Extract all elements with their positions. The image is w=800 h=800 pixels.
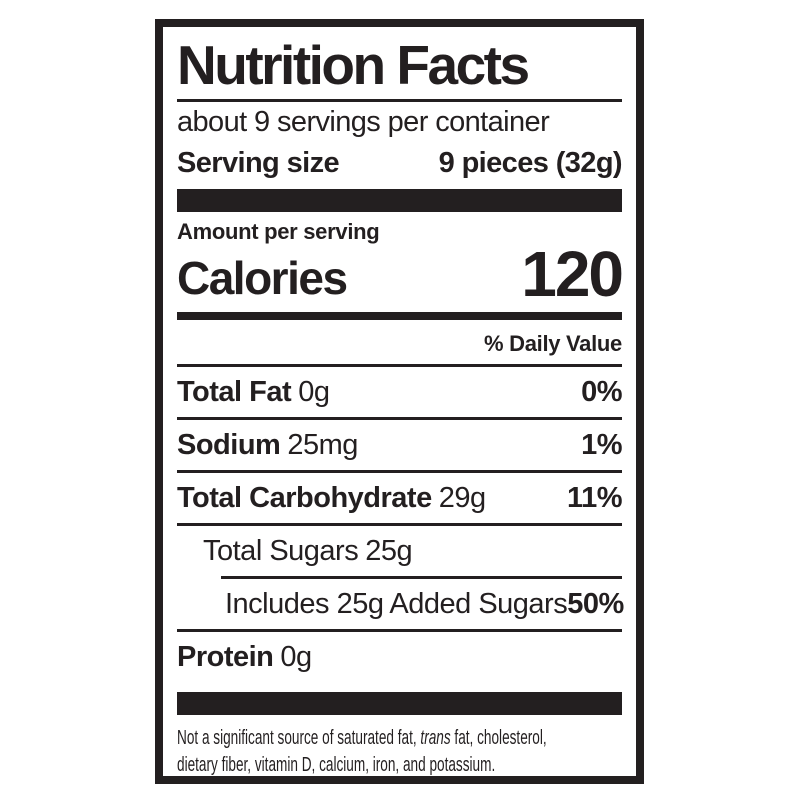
daily-value-header: % Daily Value [484, 331, 622, 357]
nutrient-row-added-sugars: Includes 25g Added Sugars 50% [177, 579, 624, 629]
footnote-line-1: Not a significant source of saturated fa… [177, 727, 547, 750]
nutrient-daily-value: 0% [581, 376, 622, 409]
trans-italic: trans [420, 727, 451, 750]
calories-value: 120 [521, 237, 624, 310]
serving-size-row: Serving size 9 pieces (32g) [177, 146, 623, 180]
divider [177, 629, 622, 633]
nutrition-facts-label: Nutrition Facts about 9 servings per con… [155, 19, 644, 784]
nutrient-name-amount: Total Fat 0g [177, 376, 330, 409]
nutrient-row-total-sugars: Total Sugars 25g [177, 526, 622, 576]
indented-divider [221, 576, 622, 580]
divider [177, 523, 622, 527]
divider [177, 417, 622, 421]
divider [177, 470, 622, 474]
section-bar-top [177, 188, 622, 212]
divider [177, 364, 622, 368]
section-bar-bottom [177, 692, 622, 716]
nutrient-row-sodium: Sodium 25mg 1% [177, 420, 622, 470]
nutrient-row-total-carbohydrate: Total Carbohydrate 29g 11% [177, 473, 622, 523]
nutrient-name-amount: Protein 0g [177, 641, 312, 674]
calories-row: Calories 120 [177, 237, 624, 310]
footnote-line-2: dietary fiber, vitamin D, calcium, iron,… [177, 753, 496, 776]
calories-label: Calories [177, 252, 348, 305]
title-divider [177, 99, 622, 103]
footnote: Not a significant source of saturated fa… [177, 725, 622, 778]
nutrient-row-protein: Protein 0g [177, 632, 622, 682]
calories-divider-bar [177, 312, 622, 321]
amount-per-serving-label: Amount per serving [177, 218, 380, 244]
serving-size-value: 9 pieces (32g) [438, 146, 623, 179]
label-title: Nutrition Facts [177, 34, 530, 96]
nutrient-row-total-fat: Total Fat 0g 0% [177, 367, 622, 417]
nutrient-daily-value: 11% [567, 482, 622, 515]
servings-per-container: about 9 servings per container [177, 106, 550, 139]
nutrient-daily-value: 1% [581, 429, 622, 462]
nutrient-name-amount: Total Sugars 25g [203, 535, 413, 568]
nutrient-name-amount: Sodium 25mg [177, 429, 358, 462]
nutrient-name-amount: Includes 25g Added Sugars [225, 588, 568, 621]
serving-size-label: Serving size [177, 146, 340, 179]
nutrient-name-amount: Total Carbohydrate 29g [177, 482, 486, 515]
nutrient-daily-value: 50% [567, 588, 624, 621]
